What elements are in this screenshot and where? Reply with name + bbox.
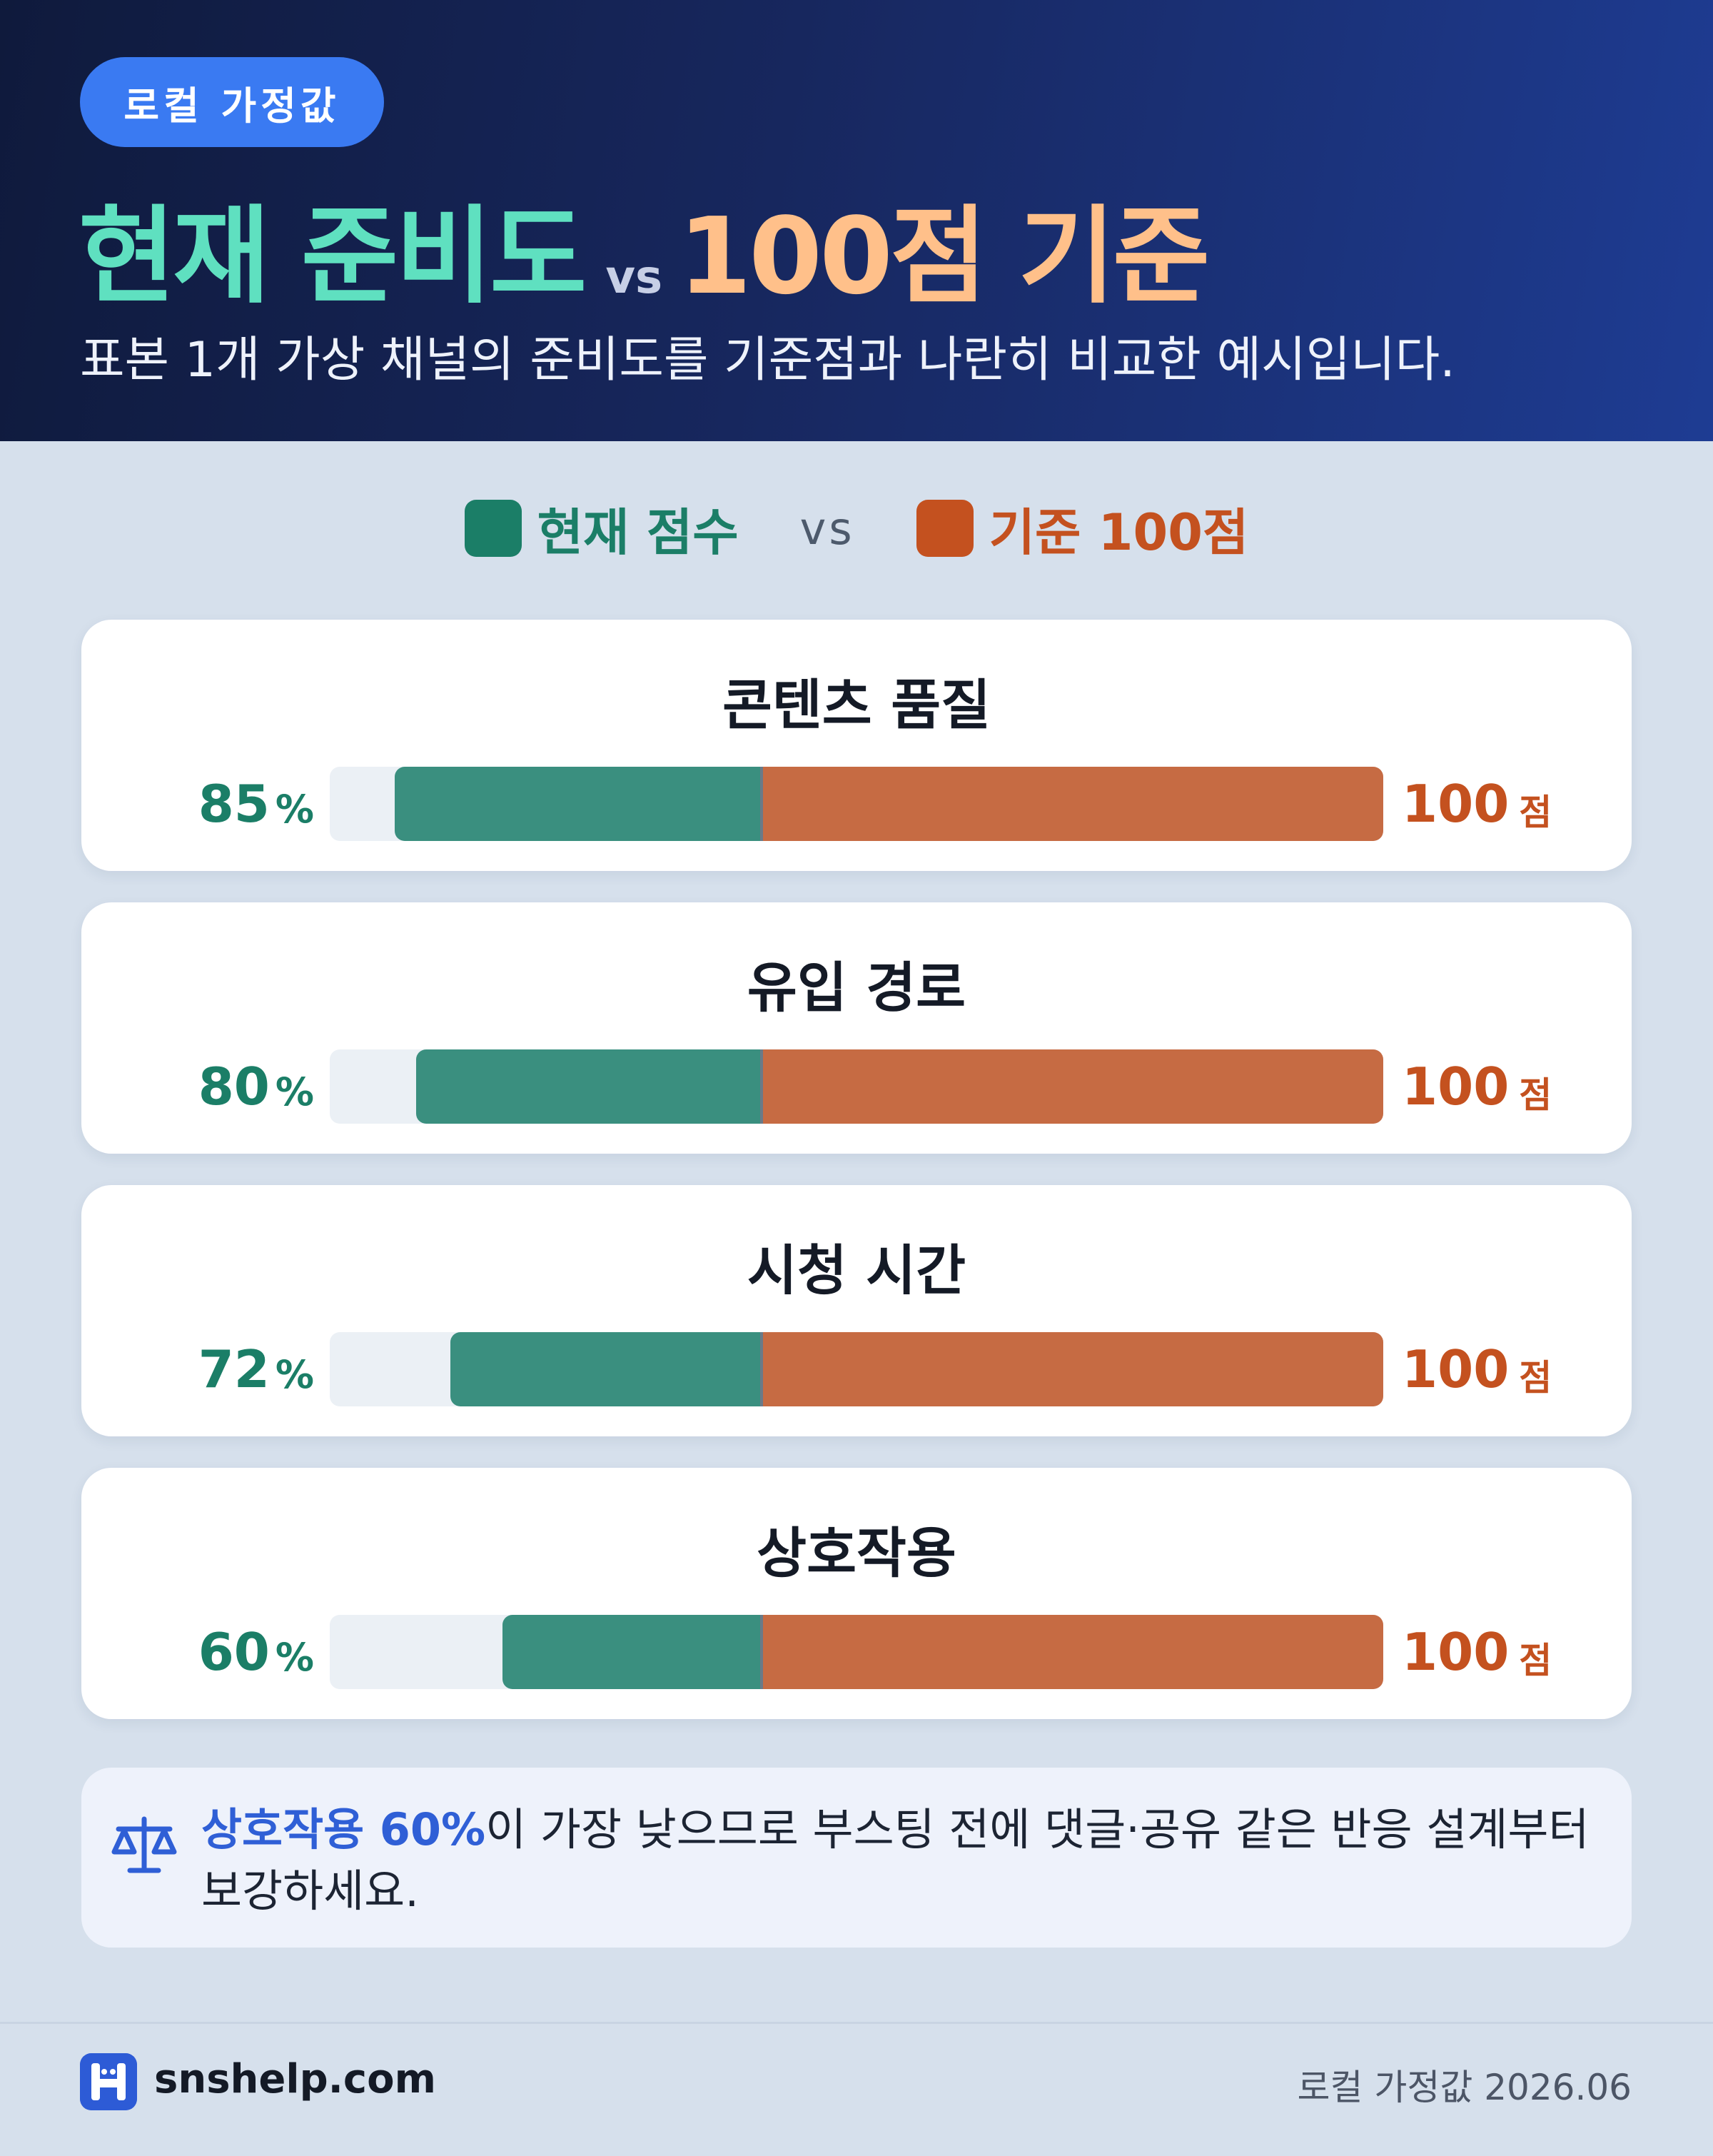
chart-legend: 현재 점수 vs 기준 100점 <box>0 493 1713 564</box>
bar-divider <box>760 1049 764 1124</box>
legend-label-base: 기준 100점 <box>989 503 1249 562</box>
base-score-unit: 점 <box>1519 792 1552 833</box>
legend-label-current: 현재 점수 <box>537 503 739 562</box>
insight-text: 상호작용 60%이 가장 낮으므로 부스팅 전에 댓글·공유 같은 반응 설계부… <box>201 1799 1600 1922</box>
current-score-unit: % <box>275 1069 314 1114</box>
legend-vs: vs <box>799 502 855 555</box>
current-score-unit: % <box>275 786 314 832</box>
bar-base <box>762 1049 1383 1124</box>
metric-title: 시청 시간 <box>747 1239 966 1302</box>
current-score-value: 72 <box>198 1339 270 1399</box>
bar-base <box>762 1615 1383 1689</box>
current-score-unit: % <box>275 1634 314 1680</box>
bar-base <box>762 767 1383 841</box>
scale-icon <box>111 1816 177 1873</box>
legend-swatch-current <box>464 500 522 557</box>
title-base: 100점 기준 <box>678 195 1210 318</box>
insight-callout: 상호작용 60%이 가장 낮으므로 부스팅 전에 댓글·공유 같은 반응 설계부… <box>81 1768 1632 1948</box>
bar-divider <box>760 767 764 841</box>
bar-track <box>330 767 1383 841</box>
assumption-badge: 로컬 가정값 <box>80 57 384 147</box>
metric-card: 시청 시간 72 % 100 점 <box>81 1185 1632 1436</box>
current-score-value: 60 <box>198 1622 270 1682</box>
legend-item-base: 기준 100점 <box>916 493 1249 565</box>
current-score-value: 85 <box>198 774 270 834</box>
brand-name: snshelp.com <box>154 2056 436 2102</box>
bar-divider <box>760 1332 764 1406</box>
base-score-value: 100 <box>1402 774 1510 834</box>
current-score-label: 85 % <box>81 767 314 841</box>
title-vs: vs <box>605 251 663 304</box>
base-score-label: 100 점 <box>1402 767 1616 841</box>
metric-card: 상호작용 60 % 100 점 <box>81 1468 1632 1719</box>
bar-base <box>762 1332 1383 1406</box>
bar-current <box>450 1332 762 1406</box>
base-score-unit: 점 <box>1519 1074 1552 1116</box>
base-score-value: 100 <box>1402 1622 1510 1682</box>
metric-title: 콘텐츠 품질 <box>722 673 991 737</box>
bar-current <box>394 767 762 841</box>
current-score-unit: % <box>275 1351 314 1397</box>
brand-logo-icon <box>80 2053 137 2110</box>
base-score-value: 100 <box>1402 1339 1510 1399</box>
metric-card: 콘텐츠 품질 85 % 100 점 <box>81 620 1632 871</box>
legend-swatch-base <box>916 500 974 557</box>
bar-track <box>330 1049 1383 1124</box>
title-current: 현재 준비도 <box>79 195 587 318</box>
base-score-value: 100 <box>1402 1057 1510 1117</box>
footer-divider <box>0 2022 1713 2024</box>
bar-current <box>416 1049 762 1124</box>
legend-item-current: 현재 점수 <box>464 493 739 565</box>
base-score-label: 100 점 <box>1402 1332 1616 1406</box>
metric-card: 유입 경로 80 % 100 점 <box>81 902 1632 1154</box>
current-score-label: 72 % <box>81 1332 314 1406</box>
page-subtitle: 표본 1개 가상 채널의 준비도를 기준점과 나란히 비교한 예시입니다. <box>80 332 1455 388</box>
bar-divider <box>760 1615 764 1689</box>
current-score-value: 80 <box>198 1057 270 1117</box>
metric-title: 상호작용 <box>757 1521 956 1585</box>
base-score-label: 100 점 <box>1402 1615 1616 1689</box>
base-score-label: 100 점 <box>1402 1049 1616 1124</box>
page-title: 현재 준비도 vs 100점 기준 <box>79 170 1210 318</box>
metric-title: 유입 경로 <box>747 956 966 1019</box>
base-score-unit: 점 <box>1519 1640 1552 1681</box>
insight-highlight: 상호작용 60% <box>201 1803 486 1855</box>
base-score-unit: 점 <box>1519 1357 1552 1399</box>
bar-track <box>330 1332 1383 1406</box>
header-banner: 로컬 가정값 현재 준비도 vs 100점 기준 표본 1개 가상 채널의 준비… <box>0 0 1713 441</box>
bar-track <box>330 1615 1383 1689</box>
insight-body: 이 가장 낮으므로 부스팅 전에 댓글·공유 같은 반응 설계부터 보강하세요. <box>201 1803 1590 1917</box>
bar-current <box>502 1615 762 1689</box>
current-score-label: 60 % <box>81 1615 314 1689</box>
current-score-label: 80 % <box>81 1049 314 1124</box>
footer-note: 로컬 가정값 2026.06 <box>1297 2067 1632 2108</box>
